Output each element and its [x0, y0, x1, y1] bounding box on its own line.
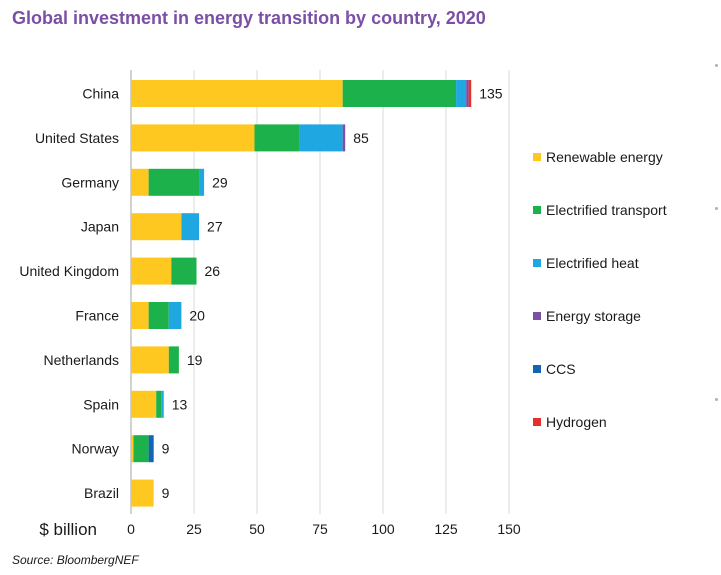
- bar-segment: [342, 124, 346, 152]
- category-label: United States: [35, 130, 119, 146]
- bar-segment: [181, 213, 200, 241]
- bar-segment: [148, 435, 154, 463]
- category-label: United Kingdom: [19, 263, 119, 279]
- data-label: 20: [189, 308, 205, 324]
- bar-group: [131, 80, 472, 507]
- legend-swatch: [533, 259, 541, 267]
- category-label: Germany: [61, 174, 119, 190]
- category-label: Brazil: [84, 485, 119, 501]
- bar-segment: [466, 80, 469, 107]
- x-tick-label: 75: [312, 521, 328, 537]
- x-tick-labels: 0 25 50 75 100 125 150: [127, 521, 521, 537]
- bar-segment: [131, 257, 172, 285]
- decorative-dot: [715, 207, 718, 210]
- total-labels: 135 85 29 27 26 20 19 13 9 9: [162, 86, 503, 502]
- category-label: Norway: [72, 441, 119, 457]
- category-label: Netherlands: [44, 352, 120, 368]
- bar-segment: [456, 80, 467, 107]
- data-label: 26: [205, 263, 221, 279]
- legend-label: Energy storage: [546, 308, 641, 324]
- bar-segment: [199, 168, 205, 196]
- bar-segment: [131, 80, 343, 107]
- category-label: Spain: [83, 396, 119, 412]
- x-tick-label: 125: [434, 521, 458, 537]
- bar-segment: [131, 213, 182, 241]
- x-tick-label: 25: [186, 521, 202, 537]
- legend-swatch: [533, 365, 541, 373]
- legend-swatch: [533, 153, 541, 161]
- chart-title: Global investment in energy transition b…: [12, 8, 486, 28]
- category-label: France: [75, 308, 119, 324]
- bar-segment: [131, 124, 255, 152]
- bar-segment: [131, 346, 169, 374]
- bar-segment: [148, 168, 200, 196]
- bar-segment: [168, 346, 179, 374]
- bar-segment: [161, 390, 164, 418]
- category-label: Japan: [81, 219, 119, 235]
- bar-segment: [131, 302, 149, 329]
- bar-segment: [131, 168, 149, 196]
- legend-label: Electrified transport: [546, 202, 667, 218]
- bar-segment: [299, 124, 343, 152]
- bar-segment: [133, 435, 149, 463]
- bar-segment: [131, 435, 134, 463]
- decorative-dot: [715, 64, 718, 67]
- bar-segment: [342, 80, 457, 107]
- data-label: 27: [207, 219, 223, 235]
- data-label: 9: [162, 441, 170, 457]
- x-tick-label: 50: [249, 521, 265, 537]
- data-label: 29: [212, 174, 228, 190]
- legend-label: Electrified heat: [546, 255, 639, 271]
- category-label: China: [82, 86, 119, 102]
- bar-segment: [131, 479, 154, 507]
- category-labels: China United States Germany Japan United Kin…: [19, 86, 119, 502]
- legend: Renewable energy Electrified transport Ele…: [533, 149, 667, 430]
- data-label: 135: [479, 86, 503, 102]
- source-note: Source: BloombergNEF: [12, 553, 139, 567]
- x-tick-label: 150: [497, 521, 521, 537]
- bar-segment: [148, 302, 169, 329]
- x-tick-label: 100: [371, 521, 395, 537]
- bar-segment: [131, 390, 157, 418]
- data-label: 9: [162, 485, 170, 501]
- data-label: 13: [172, 396, 188, 412]
- data-label: 85: [353, 130, 369, 146]
- bar-segment: [168, 302, 182, 329]
- decorative-dot: [715, 398, 718, 401]
- legend-label: Hydrogen: [546, 414, 607, 430]
- x-axis-label: $ billion: [39, 520, 97, 539]
- legend-swatch: [533, 418, 541, 426]
- bar-segment: [468, 80, 472, 107]
- bar-segment: [254, 124, 300, 152]
- legend-label: Renewable energy: [546, 149, 663, 165]
- legend-swatch: [533, 312, 541, 320]
- data-label: 19: [187, 352, 203, 368]
- bar-segment: [156, 390, 162, 418]
- x-tick-label: 0: [127, 521, 135, 537]
- bar-segment: [171, 257, 197, 285]
- legend-swatch: [533, 206, 541, 214]
- legend-label: CCS: [546, 361, 576, 377]
